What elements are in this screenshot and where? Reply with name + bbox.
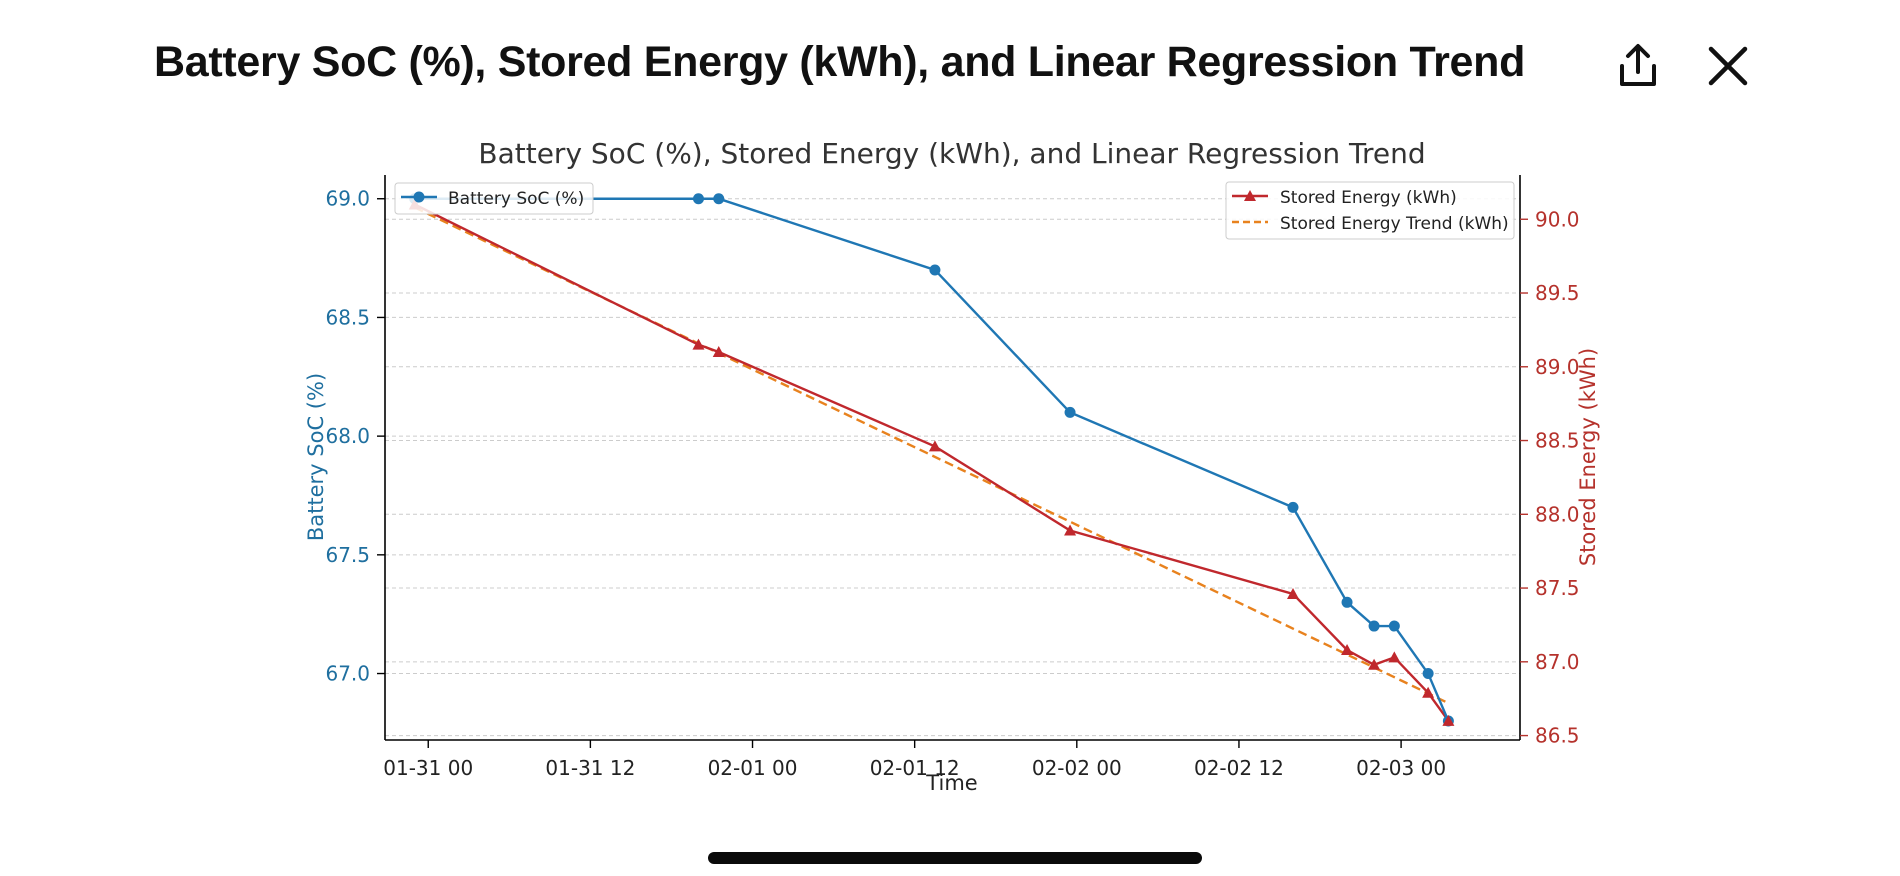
- soc-point-6: [1341, 596, 1353, 608]
- x-tick-label-3: 02-01 12: [870, 756, 960, 780]
- energy-point-7: [1368, 658, 1381, 670]
- energy-point-10: [1442, 714, 1455, 726]
- soc-point-5: [1287, 501, 1299, 513]
- y-right-tick-label-3: 88.0: [1535, 502, 1580, 526]
- y-right-tick-label-1: 87.0: [1535, 650, 1580, 674]
- chart-title: Battery SoC (%), Stored Energy (kWh), an…: [478, 137, 1425, 170]
- close-icon: [1708, 46, 1748, 86]
- soc-point-3: [929, 264, 941, 276]
- x-axis-label: Time: [925, 771, 977, 795]
- home-indicator[interactable]: [708, 852, 1202, 864]
- y-left-tick-label-0: 67.0: [325, 662, 370, 686]
- legends: Battery SoC (%) Stored Energy (kWh)Stored…: [394, 181, 1515, 240]
- legend-energy-swatch-marker: [1244, 190, 1256, 201]
- y-right-tick-label-6: 89.5: [1535, 281, 1580, 305]
- y-right-tick-label-4: 88.5: [1535, 429, 1580, 453]
- energy-point-6: [1341, 644, 1354, 656]
- legend-trend-label: Stored Energy Trend (kWh): [1280, 214, 1509, 234]
- y-left-tick-label-2: 68.0: [325, 424, 370, 448]
- soc-point-2: [713, 193, 725, 205]
- axes: [384, 175, 1521, 741]
- y-axis-label-left: Battery SoC (%): [304, 373, 328, 541]
- energy-point-9: [1422, 686, 1435, 698]
- soc-point-4: [1064, 406, 1076, 418]
- x-tick-label-0: 01-31 00: [383, 756, 473, 780]
- y-right-tick-label-7: 90.0: [1535, 207, 1580, 231]
- ticks: 01-31 00 01-31 12 02-01 00 02-01 12 02-02 00…: [325, 187, 1579, 780]
- energy-point-8: [1388, 651, 1401, 663]
- energy-point-3: [928, 440, 941, 452]
- series-line-stored-energy: [414, 203, 1450, 722]
- soc-point-8: [1388, 620, 1400, 632]
- y-left-tick-label-3: 68.5: [325, 305, 370, 329]
- y-left-tick-label-1: 67.5: [325, 543, 370, 567]
- y-axis-label-right: Stored Energy (kWh): [1576, 348, 1600, 566]
- x-tick-label-5: 02-02 12: [1194, 756, 1284, 780]
- x-tick-label-2: 02-01 00: [708, 756, 798, 780]
- legend-right-frame: [1225, 181, 1515, 240]
- x-tick-label-6: 02-03 00: [1356, 756, 1446, 780]
- x-tick-label-1: 01-31 12: [545, 756, 635, 780]
- energy-point-4: [1064, 524, 1077, 536]
- soc-point-7: [1368, 620, 1380, 632]
- energy-point-5: [1287, 587, 1299, 599]
- legend-left: Battery SoC (%): [394, 182, 594, 215]
- legend-right: Stored Energy (kWh) Stored Energy Trend (…: [1225, 181, 1515, 240]
- close-button[interactable]: [1700, 38, 1756, 94]
- x-tick-label-4: 02-02 00: [1032, 756, 1122, 780]
- y-right-tick-label-0: 86.5: [1535, 724, 1580, 748]
- series-line-energy-trend: [414, 206, 1449, 705]
- share-button[interactable]: [1610, 38, 1666, 94]
- y-left-tick-label-4: 69.0: [325, 187, 370, 211]
- energy-point-2: [712, 346, 725, 358]
- legend-energy-label: Stored Energy (kWh): [1280, 188, 1457, 208]
- legend-soc-swatch-marker: [413, 191, 425, 203]
- y-right-tick-label-5: 89.0: [1535, 355, 1580, 379]
- soc-point-1: [692, 193, 704, 205]
- series-markers: [408, 193, 1455, 727]
- legend-left-frame: [394, 182, 594, 215]
- series-line-battery-soc: [414, 197, 1450, 722]
- series-lines: [414, 197, 1450, 722]
- share-icon: [1620, 44, 1656, 86]
- y-right-tick-label-2: 87.5: [1535, 576, 1580, 600]
- soc-point-9: [1422, 668, 1434, 680]
- legend-soc-label: Battery SoC (%): [448, 189, 584, 209]
- page-title: Battery SoC (%), Stored Energy (kWh), an…: [154, 38, 1526, 86]
- energy-point-1: [692, 338, 705, 350]
